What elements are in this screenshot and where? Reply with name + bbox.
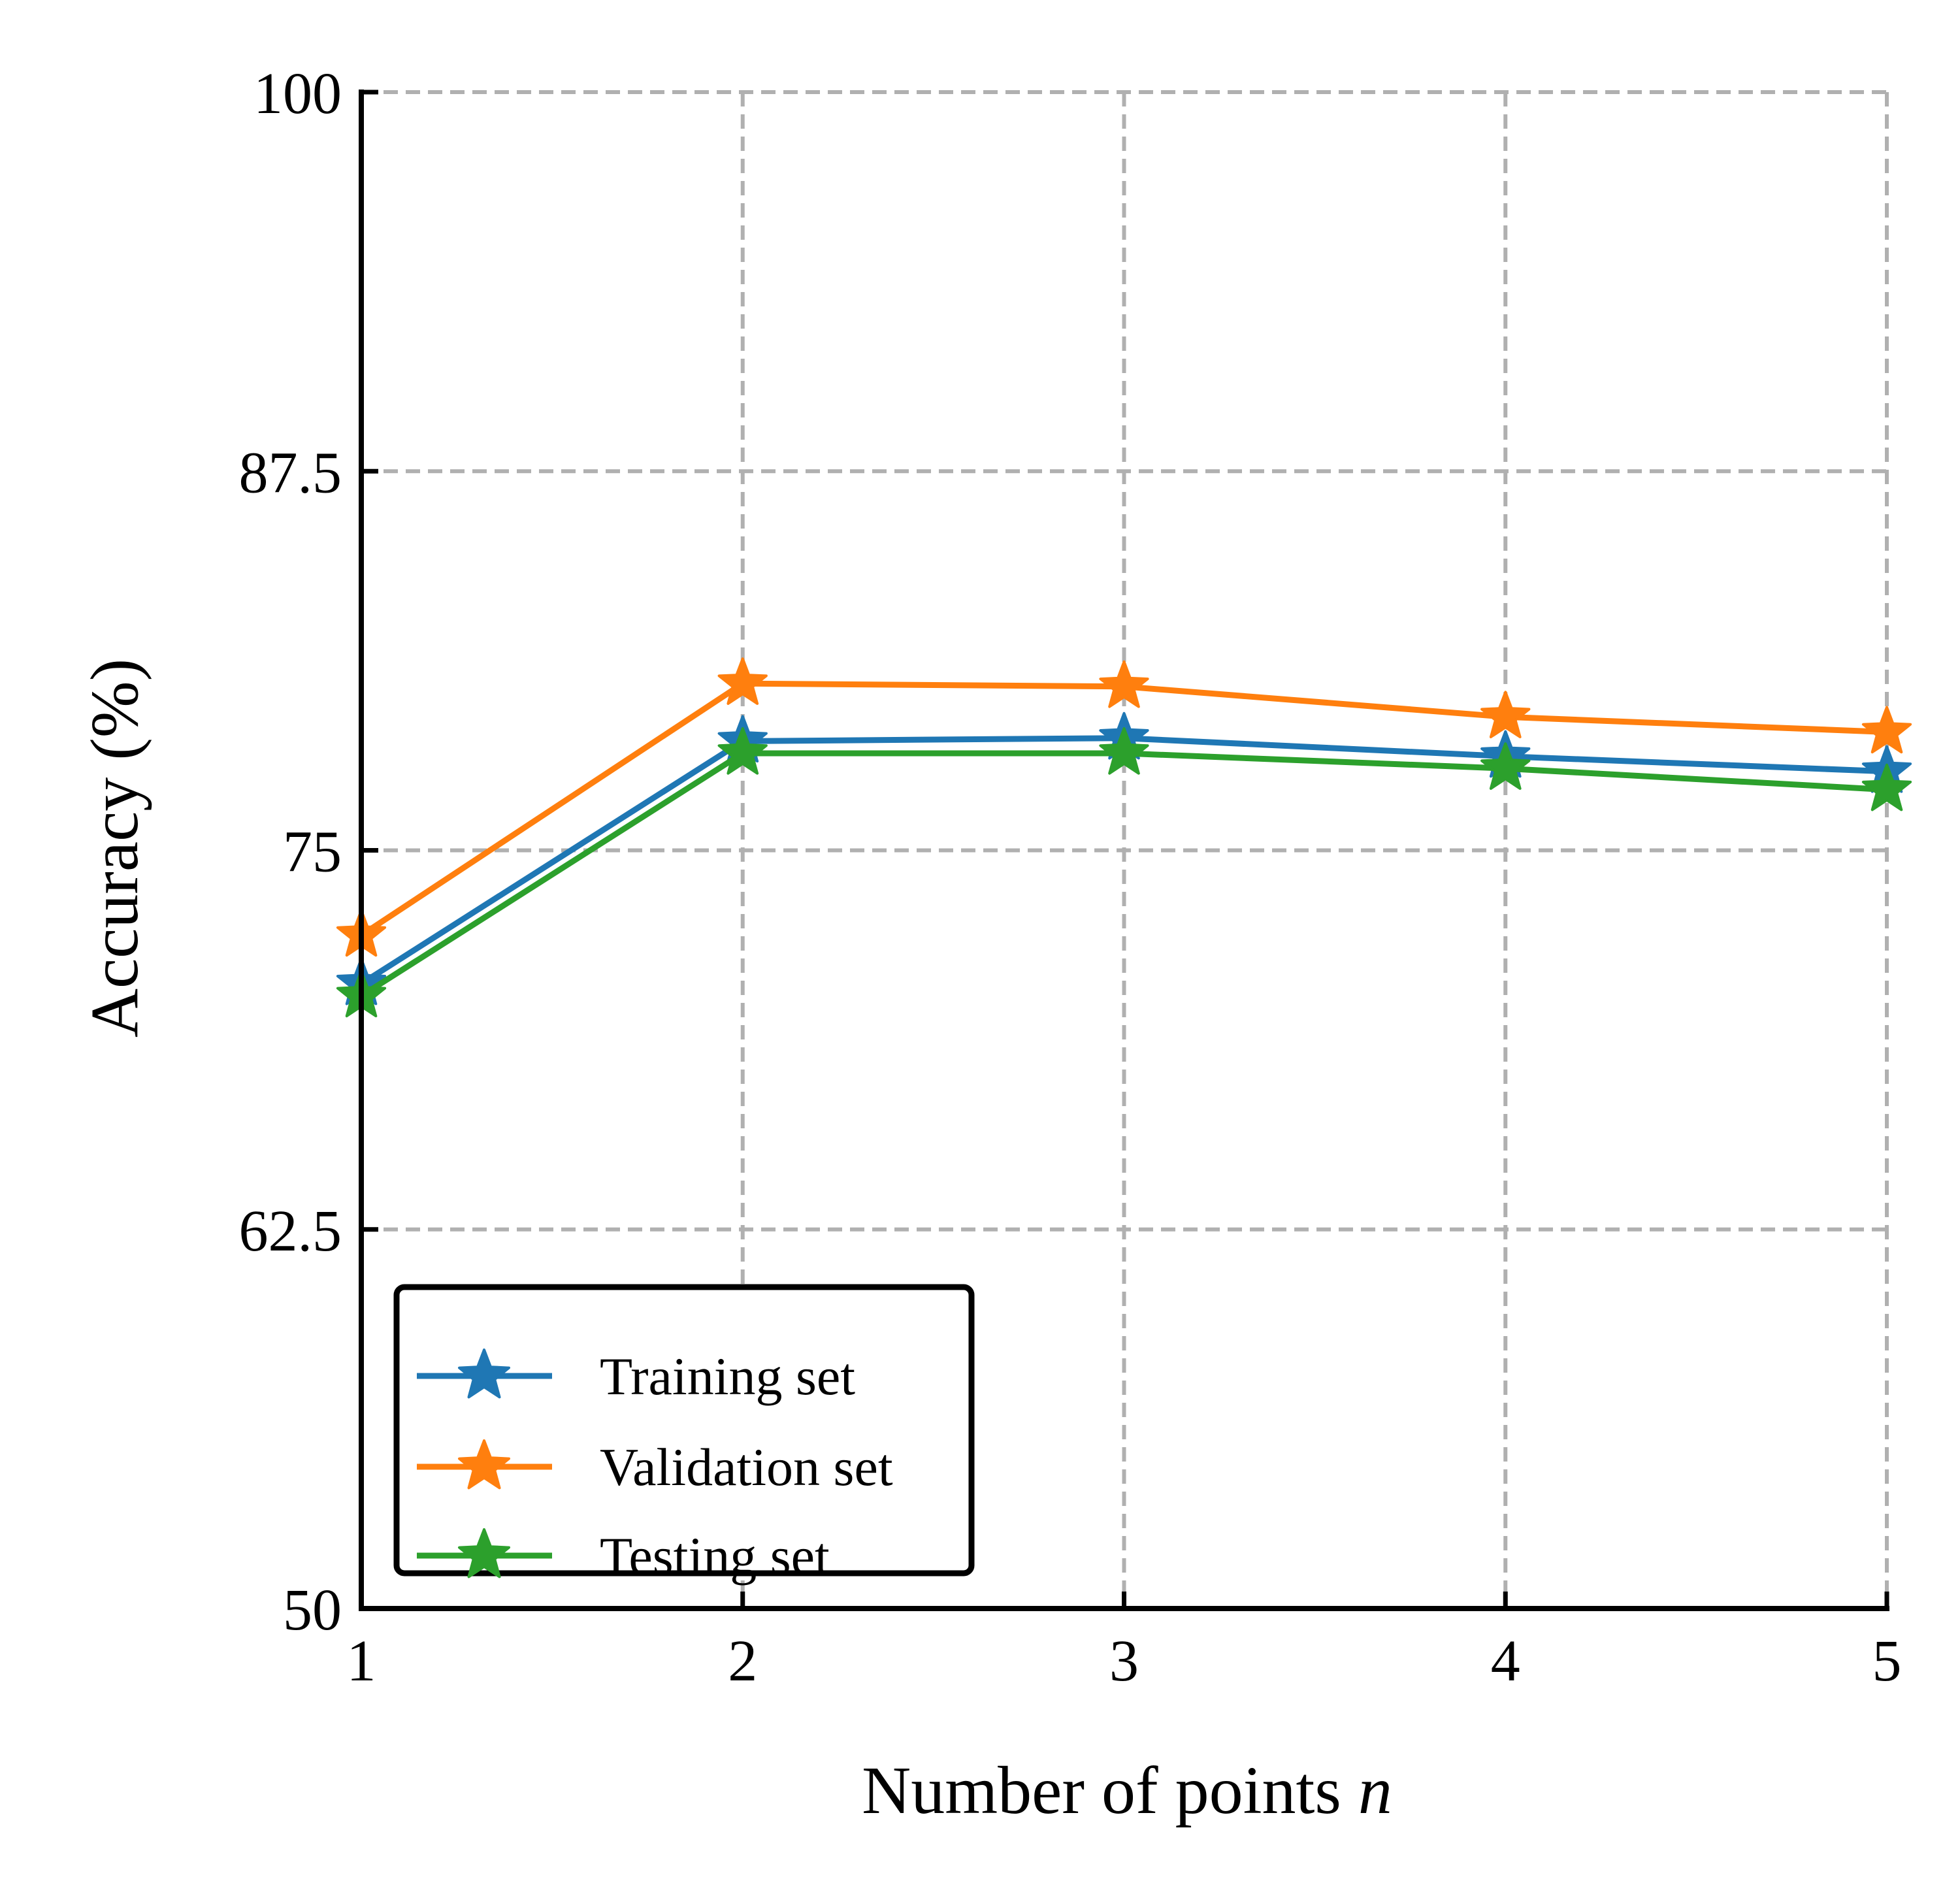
tick-labels: 50 62.5 75 87.5 100 1 2 3 4 5 (239, 61, 1902, 1693)
series-3-point-4 (1480, 742, 1531, 790)
series-layer (336, 657, 1912, 1018)
legend-frame (393, 1284, 975, 1577)
legend-marker-2 (458, 1439, 510, 1490)
series-2-point-5 (1861, 706, 1912, 754)
legend-marker-1 (458, 1348, 510, 1399)
grid (359, 90, 1889, 1610)
y-tick-label-1: 50 (283, 1578, 342, 1643)
y-tick-label-5: 100 (253, 61, 342, 126)
y-tick-label-2: 62.5 (239, 1199, 342, 1264)
y-tick-label-4: 87.5 (239, 440, 342, 505)
x-tick-label-5: 5 (1872, 1629, 1902, 1693)
series-2-point-2 (717, 657, 768, 705)
axes (359, 90, 1889, 1611)
legend-label-3: Testing set (600, 1526, 830, 1586)
series-3-point-2 (717, 727, 768, 775)
x-axis-label-text: Number of points (862, 1753, 1341, 1828)
legend-label-2: Validation set (600, 1437, 893, 1497)
legend-label-1: Training set (600, 1347, 855, 1406)
y-axis-label: Accuracy (%) (77, 659, 152, 1038)
x-tick-label-2: 2 (728, 1629, 757, 1693)
x-axis-label: Number of points n (862, 1753, 1392, 1828)
legend-marker-3 (458, 1528, 510, 1578)
x-tick-label-3: 3 (1109, 1629, 1139, 1693)
x-tick-label-4: 4 (1491, 1629, 1520, 1693)
series-3-point-3 (1099, 727, 1149, 775)
series-2-point-3 (1099, 660, 1149, 708)
series-2 (336, 657, 1912, 957)
series-3-point-5 (1861, 763, 1912, 811)
series-2-point-4 (1480, 691, 1531, 738)
legend: Training set Validation set Testing set (393, 1284, 975, 1586)
x-axis-label-variable: n (1358, 1753, 1392, 1828)
x-tick-label-1: 1 (347, 1629, 376, 1693)
y-tick-label-3: 75 (283, 820, 342, 885)
